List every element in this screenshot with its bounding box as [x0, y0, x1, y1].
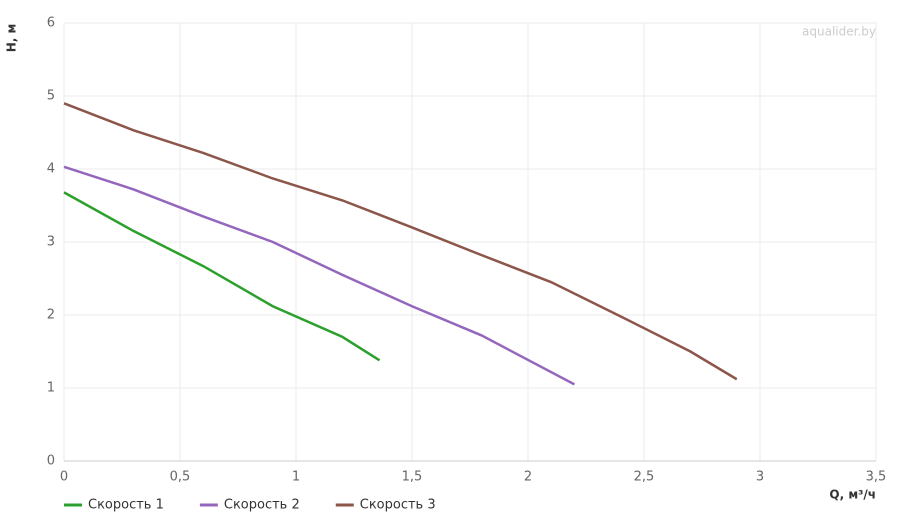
y-tick-label: 1	[47, 381, 55, 396]
legend-label: Скорость 3	[360, 498, 436, 513]
x-tick-label: 3,5	[866, 470, 887, 485]
y-tick-label: 3	[47, 235, 55, 250]
x-tick-label: 1,5	[402, 470, 423, 485]
x-tick-label: 3	[756, 470, 764, 485]
y-tick-label: 0	[47, 454, 55, 469]
y-tick-label: 2	[47, 308, 55, 323]
y-tick-label: 5	[47, 89, 55, 104]
series-line	[63, 191, 381, 362]
legend-label: Скорость 1	[88, 498, 164, 513]
x-axis-label: Q, м³/ч	[829, 488, 876, 502]
legend-label: Скорость 2	[224, 498, 300, 513]
y-tick-label: 4	[47, 162, 55, 177]
x-tick-label: 1	[292, 470, 300, 485]
x-tick-label: 2	[524, 470, 532, 485]
x-tick-label: 2,5	[634, 470, 655, 485]
y-tick-label: 6	[47, 16, 55, 31]
x-tick-label: 0	[60, 470, 68, 485]
x-tick-label: 0,5	[170, 470, 191, 485]
watermark: aqualider.by	[802, 25, 876, 39]
series-line	[63, 165, 575, 386]
series-line	[63, 102, 738, 381]
y-axis-label: H, м	[5, 24, 19, 53]
